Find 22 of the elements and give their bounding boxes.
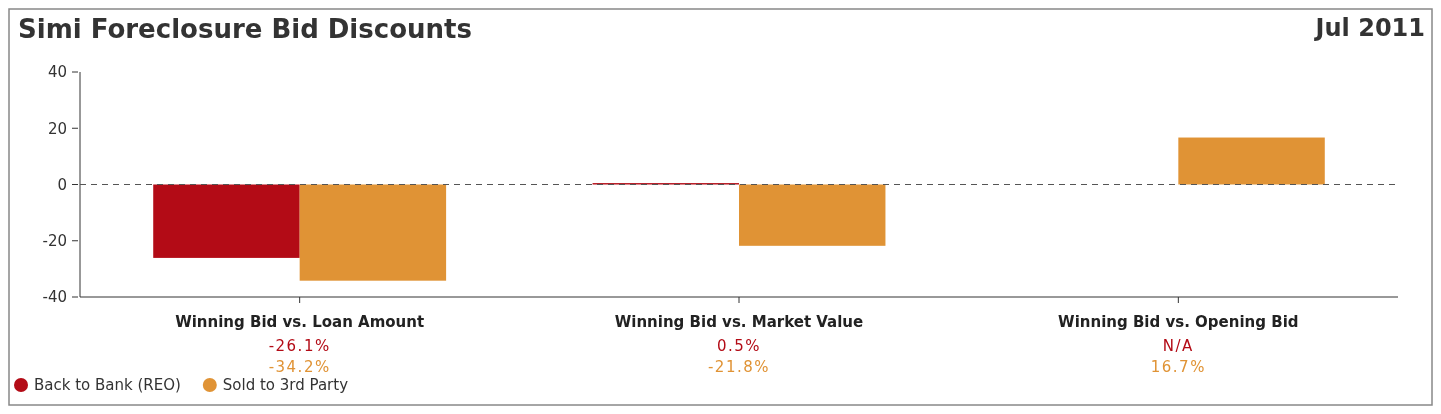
x-tick-label: Winning Bid vs. Opening Bid [1058, 313, 1299, 331]
data-label: -34.2% [268, 358, 331, 376]
legend-label: Back to Bank (REO) [34, 376, 181, 394]
bar [739, 184, 886, 246]
data-label: -26.1% [268, 337, 331, 355]
y-tick-label: -20 [42, 232, 67, 250]
y-tick-label: 40 [47, 63, 67, 82]
data-label: 0.5% [716, 337, 762, 355]
bar [153, 184, 300, 258]
y-tick-label: 0 [57, 175, 67, 194]
x-tick-label: Winning Bid vs. Market Value [614, 313, 864, 331]
text: N/A [1162, 337, 1194, 355]
x-tick-label: Winning Bid vs. Loan Amount [175, 313, 425, 331]
data-label: -21.8% [707, 358, 771, 376]
chart-subtitle: Jul 2011 [1313, 14, 1425, 42]
legend-label: Sold to 3rd Party [222, 376, 349, 394]
data-label: 16.7% [1150, 358, 1206, 376]
chart-title: Simi Foreclosure Bid Discounts [18, 14, 472, 44]
bar [1178, 137, 1325, 185]
y-tick-label: -40 [42, 288, 67, 307]
bar [299, 184, 447, 281]
y-tick-label: 20 [47, 119, 67, 138]
